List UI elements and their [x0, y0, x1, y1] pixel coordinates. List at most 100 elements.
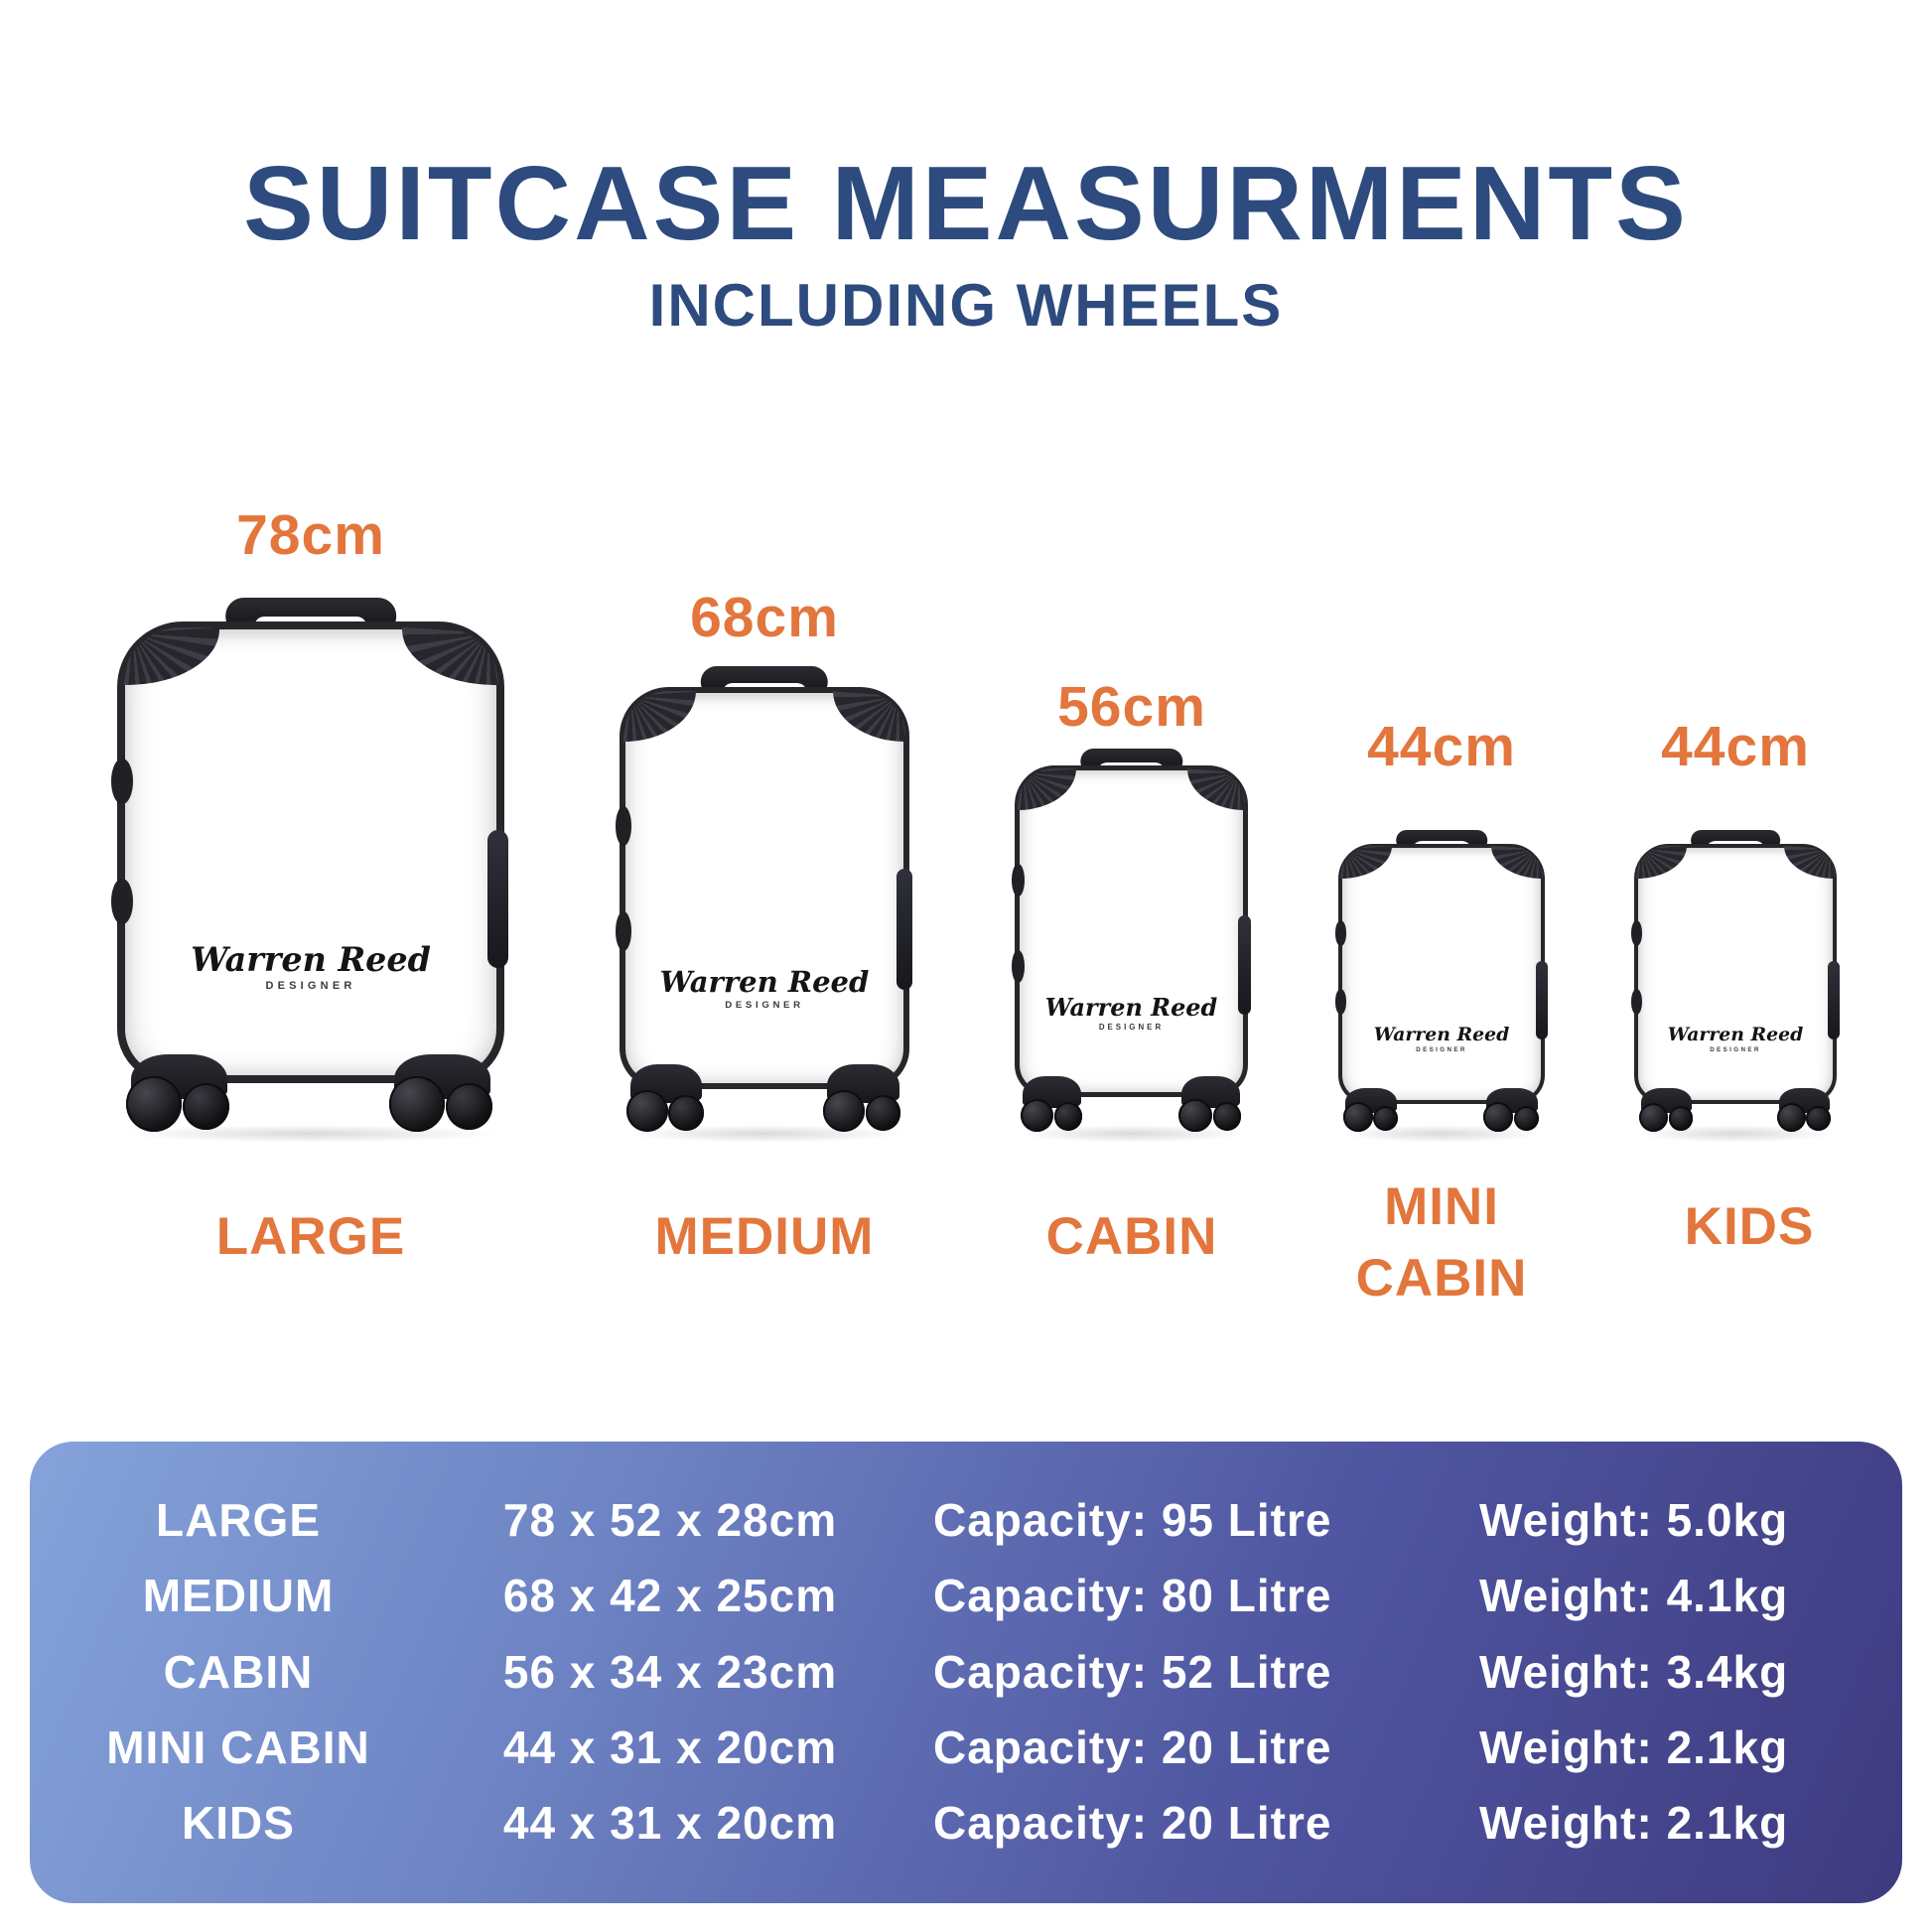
height-label-large: 78cm [236, 503, 385, 567]
suitcase-shell: Warren Reed DESIGNER [111, 621, 509, 1083]
brand-signature-script: Warren Reed [1373, 1024, 1510, 1045]
ground-shadow [1636, 1125, 1835, 1143]
height-label-mini-cabin: 44cm [1367, 715, 1516, 778]
spec-size-name: MINI CABIN [106, 1721, 370, 1773]
ground-shadow [1340, 1125, 1543, 1143]
spec-dimensions: 44 x 31 x 20cm [502, 1797, 838, 1849]
corner-guard [401, 627, 498, 686]
side-handle [897, 868, 913, 990]
spec-dimensions: 44 x 31 x 20cm [502, 1721, 838, 1773]
brand-signature-tagline: DESIGNER [265, 979, 356, 992]
side-bumper [1334, 920, 1347, 947]
size-name-large: LARGE [215, 1207, 406, 1266]
suitcase-medium: Warren Reed DESIGNER [615, 666, 913, 1143]
brand-signature: Warren Reed DESIGNER [625, 964, 903, 1011]
table-row: MEDIUM 68 x 42 x 25cm Capacity: 80 Litre… [30, 1573, 1902, 1618]
spec-weight: Weight: 3.4kg [1479, 1645, 1789, 1698]
spec-size-name: KIDS [182, 1797, 295, 1849]
spec-capacity: Capacity: 52 Litre [933, 1645, 1332, 1698]
spinner-wheel [119, 1054, 239, 1132]
corner-guard [1491, 845, 1543, 879]
ground-shadow [120, 1125, 501, 1143]
corner-guard [1340, 845, 1392, 879]
side-handle [1536, 961, 1548, 1039]
side-bumper [1630, 920, 1643, 947]
corner-guard [1636, 845, 1687, 879]
table-row: CABIN 56 x 34 x 23cm Capacity: 52 Litre … [30, 1649, 1902, 1695]
brand-signature-script: Warren Reed [1044, 994, 1218, 1023]
size-name-medium: MEDIUM [654, 1207, 875, 1266]
spec-size-name: CABIN [163, 1645, 314, 1698]
spinner-wheel [1016, 1076, 1088, 1132]
spec-weight: Weight: 4.1kg [1479, 1570, 1789, 1622]
spec-capacity: Capacity: 95 Litre [933, 1494, 1332, 1546]
brand-signature: Warren Reed DESIGNER [1020, 994, 1243, 1033]
side-bumper [1334, 989, 1347, 1015]
spec-dimensions: 56 x 34 x 23cm [502, 1645, 838, 1698]
corner-guard [833, 691, 905, 743]
size-name-cabin: CABIN [1045, 1207, 1218, 1266]
corner-guard [1784, 845, 1835, 879]
corner-guard [123, 627, 220, 686]
brand-signature-tagline: DESIGNER [1416, 1045, 1467, 1053]
brand-signature-script: Warren Reed [1667, 1024, 1804, 1045]
suitcase-mini-cabin: Warren Reed DESIGNER [1334, 830, 1548, 1143]
side-handle [487, 829, 509, 968]
spec-dimensions: 78 x 52 x 28cm [502, 1494, 838, 1546]
size-name-kids: KIDS [1684, 1197, 1815, 1256]
suitcase-shell: Warren Reed DESIGNER [615, 687, 913, 1089]
brand-signature-tagline: DESIGNER [725, 999, 804, 1011]
spinner-wheel [621, 1064, 711, 1132]
brand-signature-tagline: DESIGNER [1098, 1023, 1165, 1033]
spinner-wheel [818, 1064, 908, 1132]
spec-weight: Weight: 2.1kg [1479, 1797, 1789, 1849]
spinner-wheel [1635, 1087, 1698, 1132]
side-handle [1237, 914, 1251, 1015]
spec-table: LARGE 78 x 52 x 28cm Capacity: 95 Litre … [30, 1442, 1902, 1903]
brand-signature-script: Warren Reed [659, 964, 870, 999]
side-bumper [111, 879, 133, 924]
suitcase-shell: Warren Reed DESIGNER [1630, 843, 1840, 1105]
spec-capacity: Capacity: 80 Litre [933, 1570, 1332, 1622]
brand-signature: Warren Reed DESIGNER [125, 943, 496, 992]
side-bumper [111, 759, 133, 804]
suitcase-shell: Warren Reed DESIGNER [1011, 765, 1251, 1097]
brand-signature: Warren Reed DESIGNER [1638, 1026, 1833, 1053]
table-row: KIDS 44 x 31 x 20cm Capacity: 20 Litre W… [30, 1800, 1902, 1846]
suitcase-large: Warren Reed DESIGNER [111, 598, 509, 1143]
spinner-wheel [1174, 1076, 1247, 1132]
height-label-medium: 68cm [690, 586, 839, 649]
ground-shadow [1017, 1125, 1246, 1143]
spec-weight: Weight: 5.0kg [1479, 1494, 1789, 1546]
brand-signature: Warren Reed DESIGNER [1342, 1026, 1541, 1053]
corner-guard [1186, 768, 1245, 811]
size-name-mini-cabin: MINI CABIN [1355, 1177, 1528, 1308]
side-bumper [615, 805, 631, 846]
side-bumper [1011, 864, 1025, 897]
spinner-wheel [382, 1054, 502, 1132]
table-row: LARGE 78 x 52 x 28cm Capacity: 95 Litre … [30, 1497, 1902, 1543]
page-title: SUITCASE MEASURMENTS [243, 145, 1689, 262]
table-row: MINI CABIN 44 x 31 x 20cm Capacity: 20 L… [30, 1725, 1902, 1770]
side-bumper [615, 911, 631, 951]
brand-signature-tagline: DESIGNER [1710, 1045, 1761, 1053]
side-bumper [1011, 950, 1025, 984]
spec-size-name: MEDIUM [142, 1570, 335, 1622]
side-bumper [1630, 989, 1643, 1015]
spinner-wheel [1339, 1087, 1403, 1132]
spinner-wheel [1773, 1087, 1836, 1132]
spec-size-name: LARGE [156, 1494, 321, 1546]
height-label-cabin: 56cm [1057, 675, 1206, 739]
side-handle [1828, 961, 1840, 1039]
suitcase-cabin: Warren Reed DESIGNER [1011, 749, 1251, 1143]
page-subtitle: INCLUDING WHEELS [648, 272, 1284, 339]
spec-weight: Weight: 2.1kg [1479, 1721, 1789, 1773]
spinner-wheel [1480, 1087, 1544, 1132]
spec-dimensions: 68 x 42 x 25cm [502, 1570, 838, 1622]
brand-signature-script: Warren Reed [191, 940, 431, 980]
height-label-kids: 44cm [1661, 715, 1810, 778]
corner-guard [1018, 768, 1076, 811]
spec-capacity: Capacity: 20 Litre [933, 1721, 1332, 1773]
corner-guard [623, 691, 696, 743]
